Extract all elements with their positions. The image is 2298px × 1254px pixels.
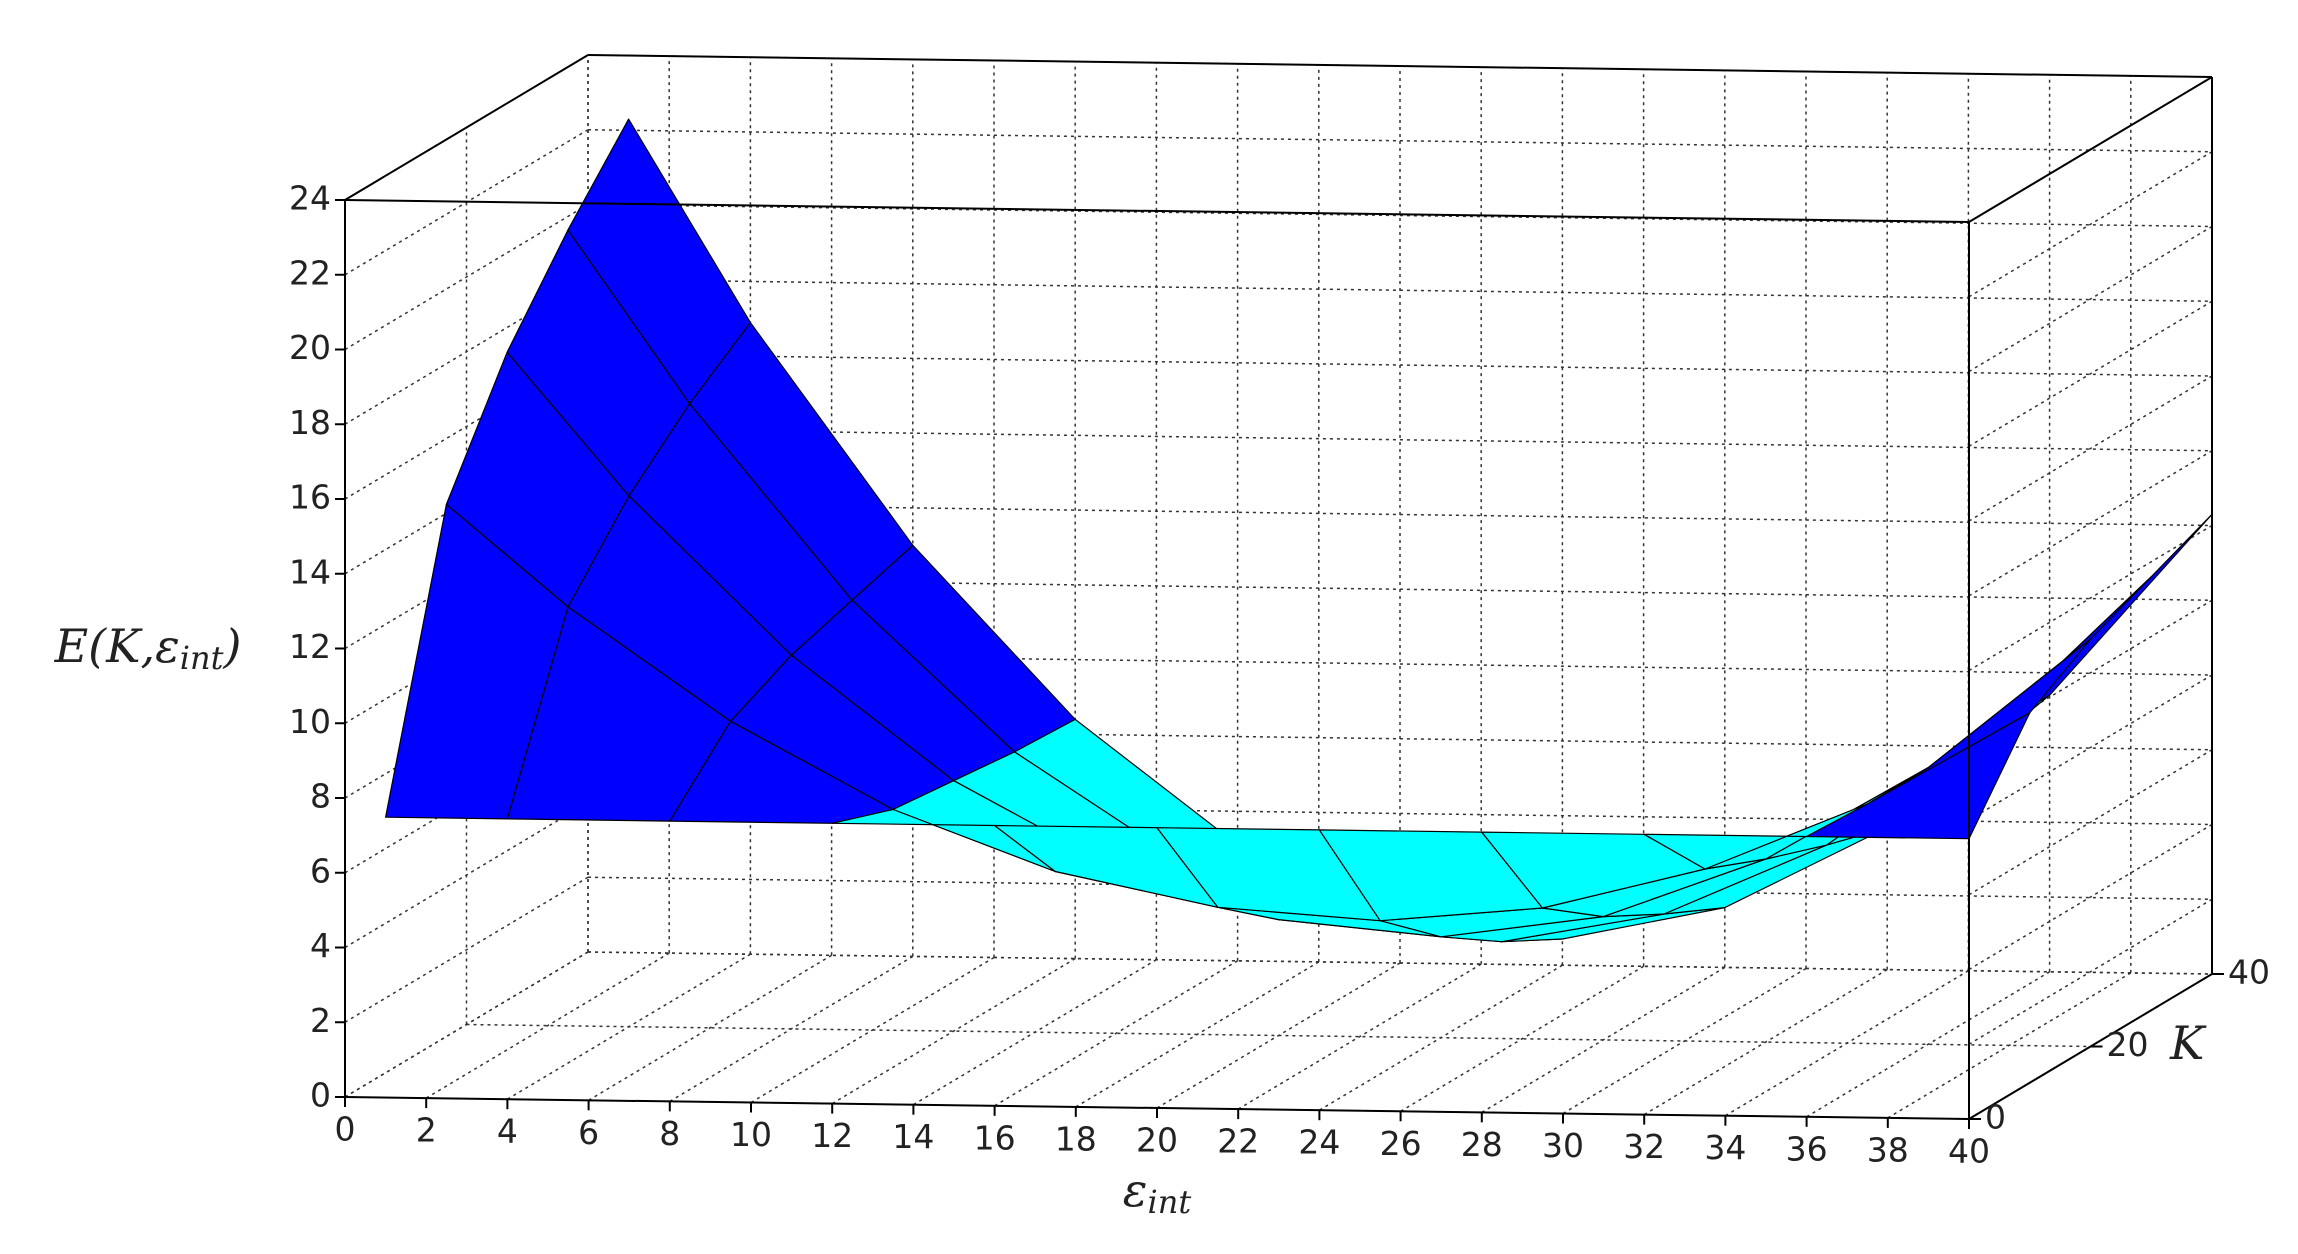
grid-line [1237, 963, 1482, 1110]
grid-line [587, 577, 2213, 601]
z-tick-label: 14 [289, 552, 331, 591]
grid-line [1643, 968, 1888, 1116]
z-tick-label: 20 [289, 328, 331, 367]
box-edge [587, 54, 2213, 78]
grid-line [587, 652, 2213, 676]
z-label-sub: int [180, 639, 224, 677]
grid-line [587, 727, 2213, 751]
x-tick-label: 26 [1380, 1124, 1422, 1163]
x-tick-label: 20 [1136, 1121, 1178, 1160]
grid-line [588, 954, 832, 1101]
grid-line [344, 203, 589, 351]
x-tick-label: 40 [1948, 1132, 1990, 1171]
z-tick-label: 24 [289, 179, 331, 218]
grid-line [1968, 225, 2213, 373]
grid-line [587, 129, 2213, 153]
z-tick-label: 0 [310, 1076, 331, 1115]
x-tick-label: 12 [811, 1116, 853, 1155]
grid-line [1806, 971, 2050, 1118]
grid-line [1968, 375, 2213, 522]
y-tick-label: 20 [2107, 1025, 2149, 1064]
grid-line [425, 952, 670, 1099]
x-tick-label: 24 [1298, 1123, 1340, 1162]
x-tick-label: 38 [1867, 1130, 1909, 1169]
box-edge [344, 199, 1970, 223]
z-tick-label: 22 [289, 253, 331, 292]
grid-line [831, 957, 1076, 1105]
grid-line [466, 1023, 2091, 1048]
x-tick-label: 0 [335, 1110, 356, 1149]
x-tick-label: 10 [730, 1115, 772, 1154]
grid-line [1968, 674, 2213, 821]
grid-line [1968, 749, 2213, 896]
y-tick-label: 0 [1985, 1098, 2006, 1137]
grid-line [587, 353, 2213, 377]
x-tick-label: 16 [974, 1118, 1016, 1157]
x-tick-label: 30 [1542, 1126, 1584, 1165]
z-tick-label: 2 [310, 1001, 331, 1040]
grid-line [587, 203, 2213, 228]
x-tick-label: 36 [1786, 1129, 1828, 1168]
x-tick-label: 4 [497, 1112, 518, 1151]
z-tick-label: 8 [310, 777, 331, 816]
y-axis-label: K [2169, 1016, 2207, 1070]
x-tick-label: 14 [892, 1117, 934, 1156]
x-tick-label: 32 [1623, 1127, 1665, 1166]
x-axis-label: εint [1123, 1163, 1192, 1221]
box-edge [344, 54, 589, 201]
grid-line [587, 278, 2213, 302]
grid-line [344, 876, 589, 1023]
grid-line [587, 951, 2213, 975]
grid-line [1400, 965, 1644, 1112]
x-tick-label: 8 [659, 1114, 680, 1153]
x-tick-label: 28 [1461, 1125, 1503, 1164]
grid-line [1968, 524, 2213, 672]
grid-line [1968, 450, 2213, 597]
x-tick-label: 18 [1055, 1119, 1097, 1158]
grid-line [587, 502, 2213, 527]
x-tick-label: 2 [416, 1111, 437, 1150]
x-label-main: ε [1123, 1163, 1148, 1217]
z-label-end: ) [222, 619, 241, 673]
z-tick-label: 16 [289, 478, 331, 517]
grid-line [1968, 898, 2213, 1045]
z-label-main: E(K,ε [54, 619, 180, 673]
z-tick-label: 6 [310, 851, 331, 890]
z-axis-label: E(K,εint) [54, 619, 242, 677]
y-tick-label: 40 [2228, 953, 2270, 992]
surface-patch [1805, 712, 2031, 840]
grid-line [1968, 599, 2213, 746]
z-tick-label: 10 [289, 702, 331, 741]
grid-line [1968, 151, 2213, 298]
z-tick-label: 18 [289, 403, 331, 442]
grid-line [994, 960, 1238, 1107]
box-edge [1968, 76, 2213, 223]
grid-line [1968, 823, 2213, 971]
grid-line [1968, 300, 2213, 447]
z-tick-label: 4 [310, 926, 331, 965]
x-tick-label: 6 [578, 1113, 599, 1152]
x-tick-label: 34 [1704, 1128, 1746, 1167]
x-label-sub: int [1147, 1183, 1191, 1221]
x-tick-label: 22 [1217, 1122, 1259, 1161]
grid-line [587, 428, 2213, 452]
z-tick-label: 12 [289, 627, 331, 666]
